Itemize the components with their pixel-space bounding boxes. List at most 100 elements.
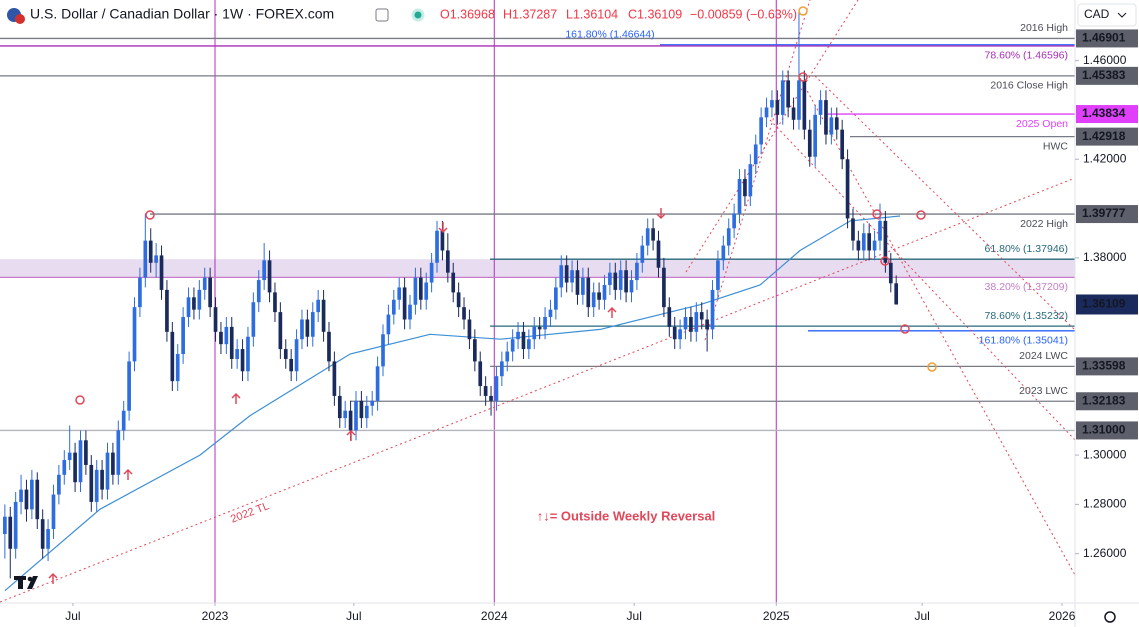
candle-body <box>451 272 456 293</box>
candle-body <box>159 255 164 290</box>
dropdown-icon[interactable] <box>1117 12 1127 18</box>
candle-body <box>478 361 483 387</box>
price-box <box>1076 29 1138 48</box>
y-tick-label: 1.38000 <box>1083 250 1127 264</box>
candle-body <box>845 159 850 219</box>
candle-body <box>256 280 261 303</box>
candle-body <box>175 354 180 382</box>
price-box <box>1076 66 1138 85</box>
candle-body <box>548 309 553 318</box>
x-tick-label: 2025 <box>763 609 790 623</box>
candle-body <box>667 307 672 327</box>
arrow-up <box>123 468 133 480</box>
candle-body <box>748 164 753 197</box>
candle-body <box>732 213 736 229</box>
candle-body <box>521 331 526 350</box>
candle-body <box>591 292 596 308</box>
candle-body <box>148 240 153 263</box>
current-price-label: 1.36109 <box>1082 297 1126 311</box>
marker <box>145 210 155 220</box>
candle-body <box>305 319 310 337</box>
candle-body <box>94 469 99 502</box>
candle-body <box>770 100 774 108</box>
current-price-box <box>1076 294 1138 315</box>
candle-body <box>300 319 304 340</box>
candle-body <box>100 469 104 490</box>
candle-body <box>413 277 418 305</box>
symbol-icon <box>15 14 25 24</box>
candle-body <box>40 519 45 549</box>
channel-line <box>769 119 1076 441</box>
candle-body <box>197 289 202 310</box>
candle-body <box>753 144 758 165</box>
alert-button[interactable] <box>375 8 389 22</box>
candle-body <box>219 331 223 345</box>
moving-average <box>4 215 901 592</box>
currency-button[interactable] <box>1077 3 1137 27</box>
logo-part <box>27 576 38 589</box>
candle-body <box>46 529 50 549</box>
candle-body <box>743 178 747 197</box>
candle-body <box>791 107 796 120</box>
candle-body <box>208 277 212 308</box>
plot <box>3 11 901 592</box>
ohlc-close: C1.36109 <box>628 7 682 21</box>
marker <box>900 324 910 334</box>
candle-body <box>872 240 877 251</box>
candle-body <box>332 361 337 396</box>
candle-body <box>343 410 348 419</box>
candle-body <box>381 334 385 367</box>
candle-body <box>856 240 861 251</box>
candle-body <box>138 277 142 308</box>
price-box-label: 1.39777 <box>1082 206 1126 220</box>
candle-body <box>154 255 158 263</box>
candle-body <box>354 400 358 431</box>
candle-body <box>570 270 574 283</box>
candle-body <box>489 395 493 401</box>
price-box-label: 1.33598 <box>1082 359 1126 373</box>
candle-body <box>283 349 288 359</box>
candle-body <box>408 304 412 320</box>
marker <box>916 210 926 220</box>
candle-body <box>62 460 67 475</box>
marker <box>880 256 890 266</box>
level-label: 2016 Close High <box>990 80 1068 92</box>
axes: 1.26000 1.28000 1.30000 1.38000 1.42000 1.460… <box>65 29 1138 623</box>
level-label: 2024 LWC <box>1019 350 1068 362</box>
x-tick-label: Jul <box>346 609 361 623</box>
x-tick-label: Jul <box>914 609 929 623</box>
price-box-label: 1.32183 <box>1082 393 1126 407</box>
candle-body <box>586 277 591 308</box>
candle-body <box>424 282 429 300</box>
level-label: HWC <box>1043 140 1068 152</box>
x-tick-label: Jul <box>627 609 642 623</box>
candle-body <box>202 277 207 290</box>
candle-body <box>13 501 18 549</box>
level-label: 2025 Open <box>1016 118 1068 130</box>
arrow-down <box>438 222 448 234</box>
x-tick-label: Jul <box>65 609 80 623</box>
logo-part <box>18 576 23 589</box>
candle-body <box>51 494 56 530</box>
candle-body <box>802 80 807 130</box>
candle-body <box>635 262 639 281</box>
candle-body <box>786 80 790 108</box>
level-label: 161.80% (1.46644) <box>565 29 654 41</box>
marker <box>927 362 937 372</box>
candle-body <box>532 326 537 340</box>
candle-body <box>246 336 250 372</box>
settings-button[interactable] <box>1104 611 1116 623</box>
candle-body <box>894 283 899 305</box>
marker <box>798 72 808 82</box>
price-box <box>1076 127 1138 146</box>
symbol-title[interactable]: U.S. Dollar / Canadian Dollar · 1W · FOR… <box>30 6 334 22</box>
candle-body <box>170 331 175 382</box>
currency[interactable]: CAD <box>1084 7 1110 21</box>
candle-body <box>456 292 461 308</box>
candle-body <box>67 452 72 461</box>
candle-body <box>759 117 763 145</box>
ohlc-low: L1.36104 <box>566 7 618 21</box>
candle-body <box>391 299 396 315</box>
candle-body <box>278 312 283 350</box>
